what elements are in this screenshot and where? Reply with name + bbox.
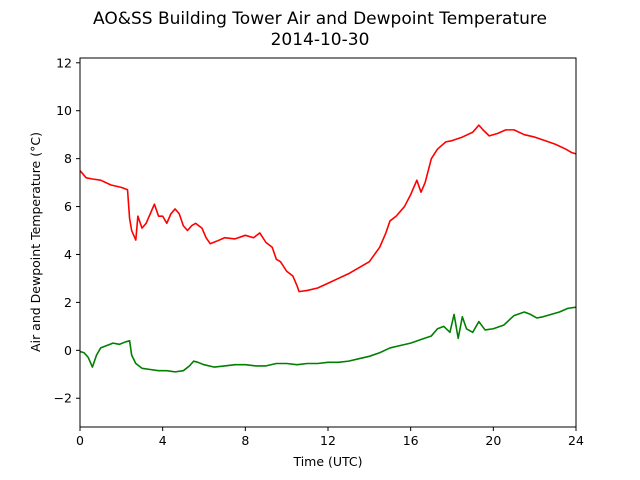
chart-title: AO&SS Building Tower Air and Dewpoint Te…: [93, 9, 547, 29]
x-tick-label: 8: [241, 433, 249, 448]
x-axis-ticks: 0 4 8 12 16 20 24: [76, 427, 584, 448]
y-tick-label: 0: [64, 343, 72, 358]
x-tick-label: 16: [403, 433, 419, 448]
plot-series: [79, 124, 577, 373]
y-tick-label: 10: [56, 103, 72, 118]
x-tick-label: 12: [320, 433, 336, 448]
y-tick-label: 12: [56, 55, 72, 70]
chart-subtitle: 2014-10-30: [271, 30, 370, 50]
y-axis-ticks: −2 0 2 4 6 8 10 12: [54, 55, 80, 406]
x-tick-label: 24: [568, 433, 584, 448]
y-tick-label: 6: [64, 199, 72, 214]
y-tick-label: 8: [64, 151, 72, 166]
x-tick-label: 4: [159, 433, 167, 448]
y-tick-label: 2: [64, 295, 72, 310]
y-tick-label: 4: [64, 247, 72, 262]
x-tick-label: 20: [485, 433, 501, 448]
y-tick-label: −2: [54, 391, 72, 406]
series-line-0: [79, 124, 577, 293]
series-line-1: [79, 306, 577, 373]
x-axis-label: Time (UTC): [292, 454, 362, 469]
y-axis-label: Air and Dewpoint Temperature (°C): [28, 132, 43, 352]
x-tick-label: 0: [76, 433, 84, 448]
